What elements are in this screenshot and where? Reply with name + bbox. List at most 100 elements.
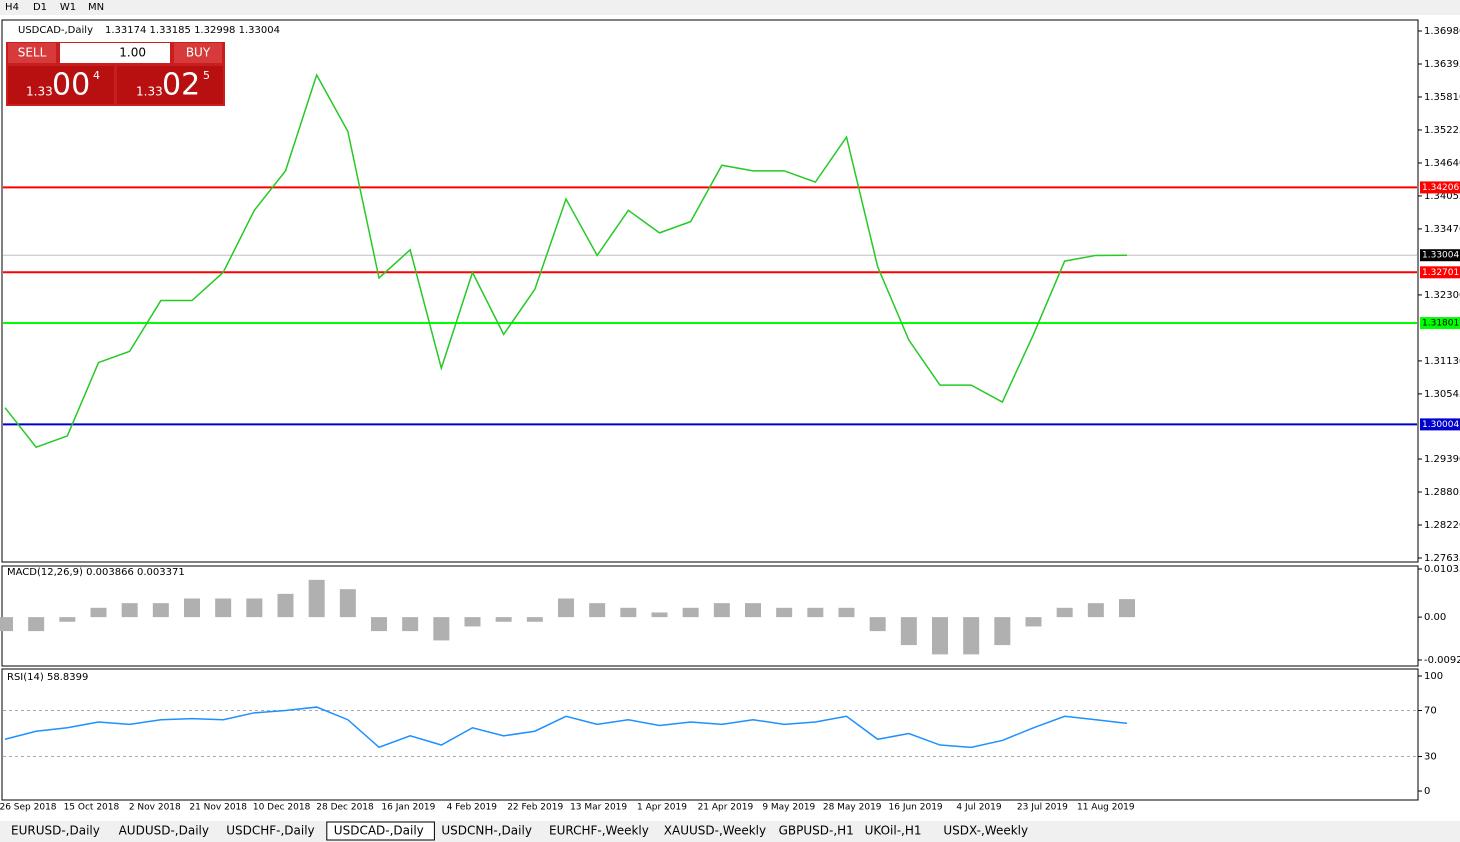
- y-tick-label: 0: [1424, 786, 1430, 797]
- macd-bar: [682, 607, 699, 618]
- y-tick-label: 30: [1424, 752, 1437, 763]
- tab[interactable]: USDCHF-,Daily: [226, 824, 314, 838]
- tab[interactable]: XAUUSD-,Weekly: [664, 824, 766, 838]
- x-tick-label: 9 May 2019: [762, 803, 815, 813]
- macd-bar: [277, 593, 294, 618]
- buy-button[interactable]: [174, 43, 222, 63]
- buy-sup: 5: [203, 69, 210, 82]
- chart-ohlc: 1.33174 1.33185 1.32998 1.33004: [105, 25, 280, 36]
- y-tick-label: 1.32300: [1424, 290, 1460, 301]
- macd-bar: [776, 607, 793, 618]
- macd-bar: [932, 617, 948, 655]
- sell-button[interactable]: [8, 43, 56, 63]
- x-tick-label: 16 Jun 2019: [889, 803, 943, 813]
- macd-bar: [0, 617, 13, 632]
- macd-bar: [215, 598, 232, 618]
- x-tick-label: 22 Feb 2019: [507, 803, 563, 813]
- level-label: 1.33004: [1422, 251, 1459, 261]
- macd-bar: [838, 607, 855, 618]
- level-label: 1.30004: [1422, 420, 1459, 430]
- level-label: 1.31801: [1422, 319, 1459, 329]
- buy-label[interactable]: BUY: [186, 46, 211, 60]
- macd-bar: [620, 607, 637, 618]
- level-label: 1.34206: [1422, 183, 1459, 193]
- macd-bar: [713, 603, 730, 618]
- level-tag: [1420, 418, 1460, 431]
- macd-title: MACD(12,26,9) 0.003866 0.003371: [7, 567, 185, 578]
- macd-bar: [1056, 607, 1073, 618]
- lot-input[interactable]: [60, 43, 170, 63]
- macd-bar: [526, 617, 543, 622]
- sell-big: 00: [52, 68, 90, 103]
- x-tick-label: 4 Jul 2019: [956, 803, 1001, 813]
- price-line: [4, 73, 1128, 449]
- macd-bar: [308, 579, 325, 618]
- tab[interactable]: UKOil-,H1: [865, 824, 922, 838]
- period-button[interactable]: W1: [60, 2, 76, 13]
- macd-bar: [90, 607, 107, 618]
- x-tick-label: 2 Nov 2018: [129, 803, 181, 813]
- tab[interactable]: EURCHF-,Weekly: [549, 824, 649, 838]
- level-tag: [1420, 266, 1460, 279]
- tab[interactable]: GBPUSD-,H1: [779, 824, 854, 838]
- macd-bar: [371, 617, 387, 632]
- macd-bar: [433, 617, 450, 641]
- buy-price[interactable]: [117, 66, 223, 104]
- y-tick-label: 100: [1424, 671, 1443, 682]
- buy-prefix: 1.33: [136, 85, 163, 99]
- macd-bar: [339, 589, 356, 618]
- sell-price[interactable]: [8, 66, 114, 104]
- y-tick-label: -0.009203: [1424, 655, 1460, 666]
- y-tick-label: 1.31130: [1424, 356, 1460, 367]
- y-tick-label: 1.36395: [1424, 59, 1460, 70]
- x-tick-label: 16 Jan 2019: [381, 803, 435, 813]
- tab[interactable]: USDCNH-,Daily: [441, 824, 532, 838]
- x-tick-label: 21 Apr 2019: [698, 803, 754, 813]
- x-tick-label: 15 Oct 2018: [64, 803, 120, 813]
- macd-bar: [184, 598, 200, 618]
- y-tick-label: 1.28805: [1424, 487, 1460, 498]
- buy-big: 02: [162, 68, 200, 103]
- macd-bar: [1087, 603, 1104, 618]
- macd-bar: [152, 603, 169, 618]
- lot-value[interactable]: 1.00: [119, 46, 146, 60]
- macd-bar: [28, 617, 45, 632]
- sell-prefix: 1.33: [26, 85, 53, 99]
- y-tick-label: 1.29390: [1424, 454, 1460, 465]
- tab[interactable]: USDCAD-,Daily: [334, 824, 424, 838]
- macd-bar: [1025, 617, 1042, 627]
- period-button[interactable]: MN: [88, 2, 104, 13]
- x-tick-label: 26 Sep 2018: [0, 803, 57, 813]
- y-tick-label: 1.30545: [1424, 389, 1460, 400]
- sell-label[interactable]: SELL: [18, 46, 47, 60]
- macd-bar: [994, 617, 1011, 646]
- macd-pane: [1, 565, 1419, 667]
- level-label: 1.32701: [1422, 268, 1459, 278]
- macd-bar: [495, 617, 512, 622]
- x-tick-label: 4 Feb 2019: [447, 803, 498, 813]
- price-line: [4, 706, 1128, 749]
- macd-bar: [963, 617, 980, 655]
- period-button[interactable]: H4: [5, 2, 19, 13]
- active-tab[interactable]: [326, 821, 435, 841]
- macd-bar: [558, 598, 574, 618]
- macd-bar: [807, 607, 824, 618]
- y-tick-label: 1.27635: [1424, 553, 1460, 564]
- period-button[interactable]: D1: [33, 2, 47, 13]
- level-tag: [1420, 181, 1460, 194]
- y-tick-label: 1.33470: [1424, 224, 1460, 235]
- main-pane: [1, 19, 1419, 563]
- macd-bar: [402, 617, 419, 632]
- tab[interactable]: AUDUSD-,Daily: [119, 824, 209, 838]
- macd-bar: [464, 617, 481, 627]
- chart-title: USDCAD-,Daily: [18, 25, 93, 36]
- tab[interactable]: EURUSD-,Daily: [11, 824, 100, 838]
- macd-bar: [869, 617, 886, 632]
- x-tick-label: 1 Apr 2019: [637, 803, 687, 813]
- sell-sup: 4: [93, 69, 100, 82]
- macd-bar: [745, 603, 761, 618]
- tab[interactable]: USDX-,Weekly: [943, 824, 1028, 838]
- x-tick-label: 21 Nov 2018: [189, 803, 247, 813]
- macd-bar: [1119, 599, 1135, 618]
